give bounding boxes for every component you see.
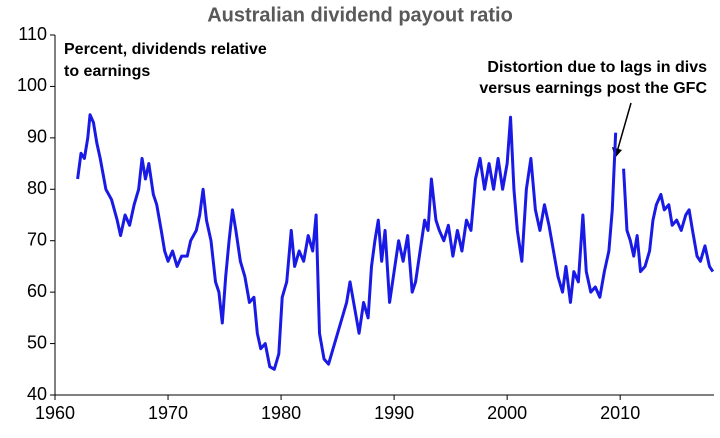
annotation-arrow (616, 102, 632, 153)
chart-title: Australian dividend payout ratio (207, 4, 513, 26)
y-tick-label: 100 (17, 75, 47, 95)
y-tick-label: 40 (27, 384, 47, 404)
x-tick-label: 1980 (261, 403, 301, 423)
annotation-line: versus earnings post the GFC (479, 80, 707, 97)
x-tick-label: 1960 (35, 403, 75, 423)
y-tick-label: 80 (27, 178, 47, 198)
annotation-line: Distortion due to lags in divs (487, 59, 707, 76)
y-tick-label: 70 (27, 229, 47, 249)
x-tick-label: 1970 (148, 403, 188, 423)
subtitle-line: to earnings (64, 63, 150, 80)
y-tick-label: 50 (27, 332, 47, 352)
data-line (76, 113, 715, 371)
x-tick-label: 1990 (374, 403, 414, 423)
y-tick-label: 90 (27, 127, 47, 147)
subtitle-line: Percent, dividends relative (64, 41, 267, 58)
y-tick-label: 110 (18, 24, 47, 44)
x-tick-label: 2010 (600, 403, 640, 423)
x-tick-label: 2000 (487, 403, 527, 423)
y-tick-label: 60 (27, 281, 47, 301)
